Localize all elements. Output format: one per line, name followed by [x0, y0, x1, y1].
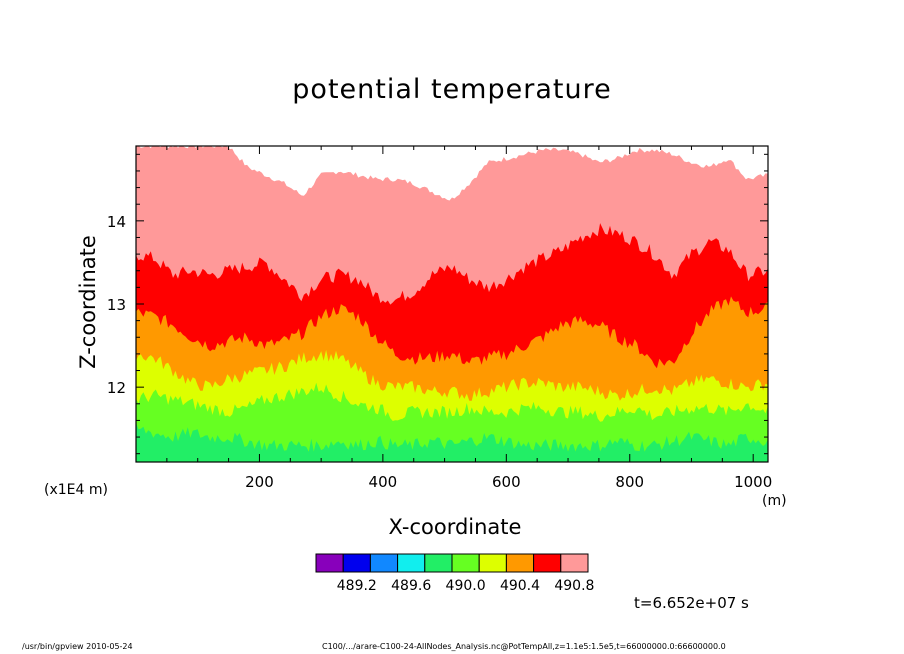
colorbar-tick-label: 489.6 — [391, 578, 431, 594]
colorbar-tick-label: 490.0 — [446, 578, 486, 594]
x-tick-label: 800 — [615, 473, 644, 491]
y-tick-label: 13 — [107, 296, 126, 314]
colorbar-swatch — [342, 553, 371, 573]
y-axis-label: Z-coordinate — [76, 235, 100, 369]
colorbar-swatch — [478, 553, 507, 573]
colorbar: 489.2 489.6 490.0 490.4 490.8 — [315, 553, 594, 594]
chart-title: potential temperature — [292, 74, 612, 105]
colorbar-swatch — [560, 553, 589, 573]
contour-band-6 — [136, 422, 768, 462]
colorbar-swatch — [315, 553, 344, 573]
x-scale-label: (x1E4 m) — [44, 482, 108, 498]
colorbar-swatch — [424, 553, 453, 573]
footer-source: C100/.../arare-C100-24-AllNodes_Analysis… — [322, 642, 726, 651]
footer-command: /usr/bin/gpview 2010-05-24 — [22, 642, 133, 651]
colorbar-swatch — [451, 553, 480, 573]
x-tick-label: 400 — [369, 473, 398, 491]
x-tick-label: 1000 — [734, 473, 772, 491]
time-label: t=6.652e+07 s — [634, 594, 749, 612]
colorbar-tick-label: 489.2 — [337, 578, 377, 594]
x-axis-ticks: 200 400 600 800 1000 — [166, 146, 772, 491]
colorbar-tick-label: 490.4 — [500, 578, 540, 594]
x-axis-label: X-coordinate — [388, 515, 522, 539]
colorbar-tick-label: 490.8 — [554, 578, 594, 594]
filled-contour-bands — [136, 146, 768, 462]
x-tick-label: 200 — [245, 473, 274, 491]
y-axis-ticks: 12 13 14 — [107, 153, 768, 455]
y-tick-label: 12 — [107, 379, 126, 397]
colorbar-swatch — [369, 553, 399, 573]
y-tick-label: 14 — [107, 213, 126, 231]
colorbar-swatch — [533, 553, 562, 573]
x-unit-label: (m) — [762, 493, 787, 509]
colorbar-swatch — [505, 553, 535, 573]
colorbar-swatch — [397, 553, 426, 573]
x-tick-label: 600 — [492, 473, 521, 491]
